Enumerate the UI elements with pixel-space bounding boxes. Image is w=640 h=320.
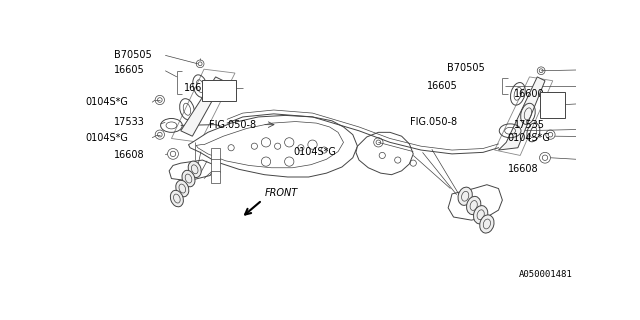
Ellipse shape — [170, 190, 184, 207]
FancyBboxPatch shape — [202, 80, 236, 101]
Text: 16605: 16605 — [114, 65, 145, 76]
Ellipse shape — [188, 161, 201, 178]
Text: FIG.050-8: FIG.050-8 — [410, 117, 457, 127]
Text: B70505: B70505 — [447, 63, 484, 74]
Ellipse shape — [182, 170, 195, 187]
Text: 0104S*G: 0104S*G — [85, 133, 128, 143]
Text: 16605: 16605 — [428, 81, 458, 91]
Text: A050001481: A050001481 — [518, 270, 572, 279]
FancyBboxPatch shape — [211, 159, 220, 172]
FancyBboxPatch shape — [211, 171, 220, 183]
Polygon shape — [169, 160, 216, 181]
Text: 17533: 17533 — [114, 117, 145, 127]
FancyBboxPatch shape — [540, 92, 565, 118]
Polygon shape — [499, 77, 545, 150]
Ellipse shape — [458, 187, 472, 205]
Text: B70505: B70505 — [114, 50, 152, 60]
Text: 16600: 16600 — [184, 83, 215, 93]
Polygon shape — [189, 116, 358, 177]
Ellipse shape — [467, 196, 481, 215]
Polygon shape — [172, 69, 235, 142]
Text: 0104S*G: 0104S*G — [85, 98, 128, 108]
Text: 0104S*G: 0104S*G — [508, 133, 550, 143]
Text: FRONT: FRONT — [264, 188, 298, 198]
Text: FIG.050-8: FIG.050-8 — [209, 120, 256, 130]
Text: 16608: 16608 — [508, 164, 538, 174]
Ellipse shape — [480, 215, 494, 233]
Polygon shape — [448, 185, 502, 220]
Polygon shape — [356, 132, 413, 175]
Ellipse shape — [176, 180, 189, 197]
Polygon shape — [180, 77, 223, 136]
Text: 16600: 16600 — [514, 89, 545, 99]
FancyBboxPatch shape — [211, 148, 220, 160]
Text: 17535: 17535 — [514, 120, 545, 130]
Ellipse shape — [474, 206, 488, 224]
Text: 0104S*G: 0104S*G — [293, 147, 336, 157]
Text: 16608: 16608 — [114, 150, 145, 160]
